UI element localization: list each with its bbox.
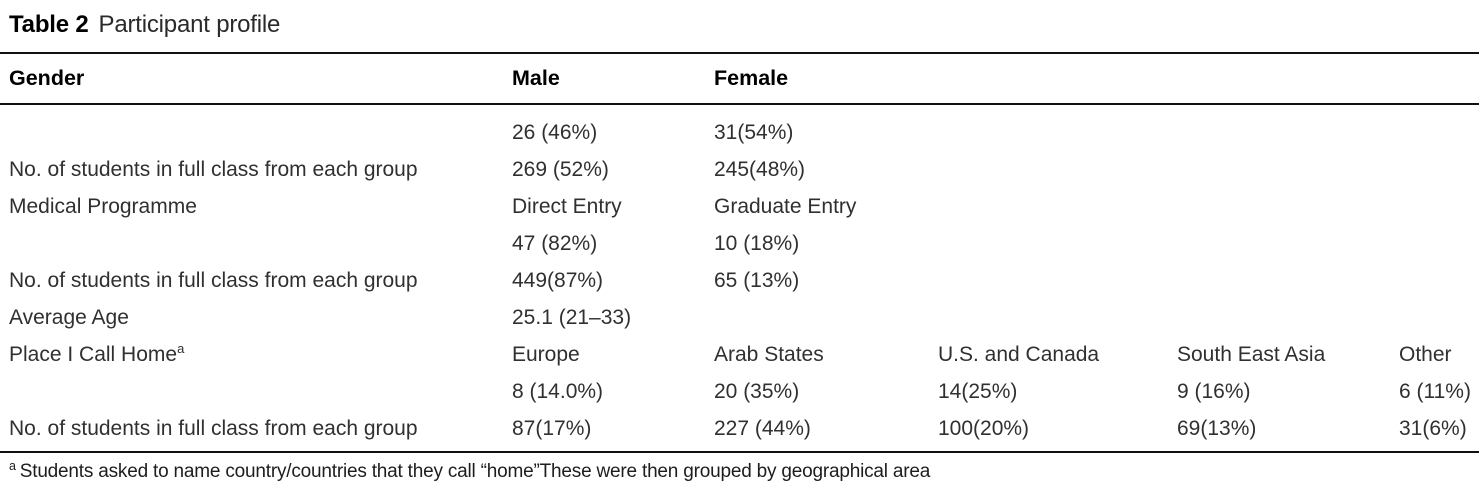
table-cell: 269 (52%) [512,157,609,181]
footnote-marker: a [9,458,16,473]
table-cell-text: Place I Call Home [9,342,178,366]
header-cell: Gender [9,66,85,90]
table-cell: Europe [512,342,580,366]
footnote-text: Students asked to name country/countries… [19,461,931,482]
rule-mid [0,103,1479,105]
table-cell: 87(17%) [512,416,592,440]
table-cell: No. of students in full class from each … [9,268,418,292]
table-cell: 449(87%) [512,268,604,292]
table-row: Place I Call Homea Europe Arab States U.S. … [0,336,1479,373]
table-cell: Place I Call Homea [9,340,512,367]
table-title: Table 2 Participant profile [0,0,1479,39]
table-cell: Arab States [714,342,824,366]
table-cell: No. of students in full class from each … [9,157,418,181]
table-row: 8 (14.0%) 20 (35%) 14(25%) 9 (16%) 6 (11%) [0,373,1479,410]
table-row: Average Age 25.1 (21–33) [0,299,1479,336]
table-cell: Direct Entry [512,194,622,218]
table-cell: 100(20%) [938,416,1030,440]
table-cell: 20 (35%) [714,379,800,403]
table-cell: South East Asia [1177,342,1326,366]
table-cell: Graduate Entry [714,194,857,218]
table-row: Medical Programme Direct Entry Graduate En… [0,188,1479,225]
table-row: No. of students in full class from each … [0,262,1479,299]
table-caption: Participant profile [98,11,281,38]
table-cell: 9 (16%) [1177,379,1251,403]
header-cell: Female [714,66,789,90]
table-cell: 25.1 (21–33) [512,305,632,329]
table-row: 26 (46%) 31(54%) [0,114,1479,151]
table-header-row: Gender Male Female [0,54,1479,103]
table-cell: 65 (13%) [714,268,800,292]
table-cell: Other [1399,342,1452,366]
table-footnote: a Students asked to name country/countrie… [0,453,1479,483]
table-cell: 31(54%) [714,120,794,144]
table-row: 47 (82%) 10 (18%) [0,225,1479,262]
table-cell: Average Age [9,305,129,329]
table-cell: 14(25%) [938,379,1018,403]
table-cell: 227 (44%) [714,416,811,440]
footnote-reference-marker: a [177,340,185,356]
table-cell: Medical Programme [9,194,197,218]
table-cell: 31(6%) [1399,416,1467,440]
table-cell: 69(13%) [1177,416,1257,440]
rule-top [0,52,1479,54]
table-cell: U.S. and Canada [938,342,1100,366]
table-number: Table 2 [9,11,89,38]
table-row: No. of students in full class from each … [0,410,1479,447]
table-cell: 245(48%) [714,157,806,181]
table-cell: 47 (82%) [512,231,598,255]
header-cell: Male [512,66,560,90]
table-cell: No. of students in full class from each … [9,416,418,440]
table-row: No. of students in full class from each … [0,151,1479,188]
table-cell: 26 (46%) [512,120,598,144]
table-cell: 6 (11%) [1399,379,1471,403]
rule-bottom [0,451,1479,453]
table-cell: 8 (14.0%) [512,379,604,403]
table-cell: 10 (18%) [714,231,800,255]
table-body: 26 (46%) 31(54%) No. of students in full c… [0,105,1479,447]
